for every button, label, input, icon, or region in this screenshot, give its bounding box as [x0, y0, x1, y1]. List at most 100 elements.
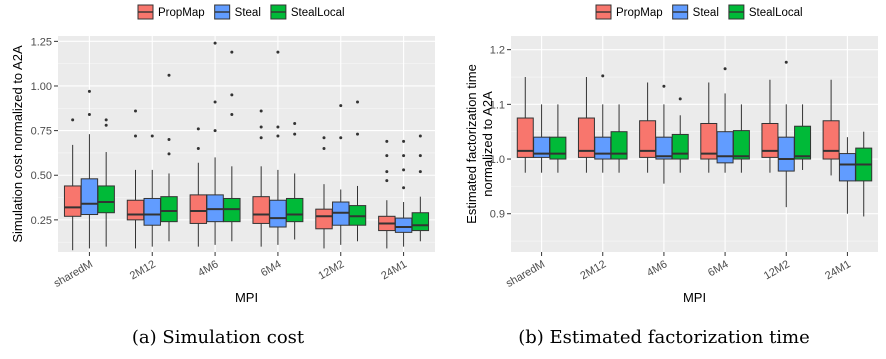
y-axis-title: Simulation cost normalized to A2A	[10, 45, 25, 243]
legend: PropMap Steal StealLocal	[595, 4, 803, 20]
outlier-point	[213, 129, 217, 133]
outlier-point	[167, 73, 171, 77]
box-iqr	[639, 120, 657, 158]
box-Steal-sharedM	[80, 89, 99, 249]
box-iqr	[97, 185, 115, 214]
box-Steal-6M4	[716, 67, 734, 173]
box-iqr	[126, 199, 145, 221]
box-iqr	[252, 196, 270, 224]
y-tick-label: 1.25	[31, 36, 52, 48]
legend-item-StealLocal: StealLocal	[270, 4, 345, 20]
box-iqr	[285, 197, 304, 223]
box-iqr	[716, 131, 734, 164]
legend-label: PropMap	[616, 7, 663, 19]
box-StealLocal-12M2	[794, 104, 812, 170]
outlier-point	[402, 139, 406, 143]
box-iqr	[160, 196, 178, 223]
outlier-point	[276, 50, 280, 54]
box-StealLocal-2M12	[610, 104, 628, 173]
box-PropMap-24M1	[378, 139, 396, 249]
outlier-point	[87, 89, 91, 93]
box-Steal-2M12	[594, 74, 612, 173]
y-tick-label: 0.50	[31, 170, 52, 182]
outlier-point	[230, 113, 234, 117]
outlier-point	[723, 67, 727, 71]
outlier-point	[385, 139, 389, 143]
y-tick-label: 1.0	[490, 154, 505, 166]
box-iqr	[143, 197, 161, 226]
box-PropMap-2M12	[577, 77, 595, 173]
box-StealLocal-12M2	[348, 100, 367, 242]
legend-label: StealLocal	[291, 7, 345, 19]
outlier-point	[784, 60, 788, 64]
box-StealLocal-4M6	[223, 50, 241, 242]
legend-item-Steal: Steal	[672, 4, 719, 20]
y-tick-label: 1.1	[490, 99, 505, 111]
outlier-point	[150, 134, 154, 138]
box-PropMap-2M12	[126, 109, 145, 249]
box-iqr	[822, 120, 840, 160]
box-PropMap-4M6	[639, 82, 657, 173]
box-iqr	[269, 199, 287, 228]
box-PropMap-6M4	[252, 109, 270, 247]
outlier-point	[104, 118, 108, 122]
outlier-point	[418, 154, 422, 158]
outlier-point	[196, 146, 200, 150]
box-iqr	[794, 125, 812, 160]
y-tick-label: 0.25	[31, 215, 52, 227]
y-tick-label: 1.2	[490, 45, 505, 57]
box-iqr	[549, 136, 567, 160]
outlier-point	[339, 136, 343, 140]
box-iqr	[732, 130, 750, 160]
outlier-point	[167, 138, 171, 142]
outlier-point	[385, 170, 389, 174]
y-axis-title-line: normalized to A2A	[480, 91, 495, 197]
box-StealLocal-6M4	[732, 104, 750, 173]
box-iqr	[315, 208, 333, 230]
outlier-point	[259, 136, 263, 140]
legend-label: PropMap	[158, 7, 205, 19]
box-iqr	[610, 131, 628, 160]
legend-item-Steal: Steal	[214, 4, 261, 20]
box-Steal-4M6	[206, 41, 224, 245]
y-tick-label: 1.00	[31, 81, 52, 93]
outlier-point	[196, 127, 200, 131]
outlier-point	[418, 134, 422, 138]
legend-label: Steal	[693, 7, 719, 19]
legend-item-PropMap: PropMap	[137, 4, 205, 20]
y-tick-label: 0.9	[490, 209, 505, 221]
box-StealLocal-6M4	[285, 121, 304, 240]
outlier-point	[71, 118, 75, 122]
outlier-point	[402, 154, 406, 158]
box-StealLocal-24M1	[411, 134, 430, 242]
box-iqr	[594, 136, 612, 160]
legend-item-PropMap: PropMap	[595, 4, 663, 20]
box-Steal-6M4	[269, 50, 287, 245]
outlier-point	[402, 186, 406, 190]
outlier-point	[213, 100, 217, 104]
box-PropMap-sharedM	[63, 118, 82, 251]
outlier-point	[259, 125, 263, 129]
outlier-point	[293, 121, 297, 125]
legend-label: Steal	[235, 7, 261, 19]
outlier-point	[385, 179, 389, 183]
box-iqr	[777, 136, 795, 172]
outlier-point	[230, 50, 234, 54]
legend-label: StealLocal	[749, 7, 803, 19]
outlier-point	[104, 123, 108, 127]
x-axis-title: MPI	[683, 290, 706, 305]
box-iqr	[63, 185, 82, 217]
outlier-point	[276, 134, 280, 138]
outlier-point	[213, 41, 217, 45]
box-StealLocal-4M6	[671, 97, 689, 173]
box-StealLocal-2M12	[160, 73, 178, 242]
outlier-point	[133, 134, 137, 138]
plot-panel-background	[511, 36, 878, 252]
x-axis-title: MPI	[235, 290, 258, 305]
box-StealLocal-24M1	[855, 131, 873, 217]
legend-item-StealLocal: StealLocal	[728, 4, 803, 20]
